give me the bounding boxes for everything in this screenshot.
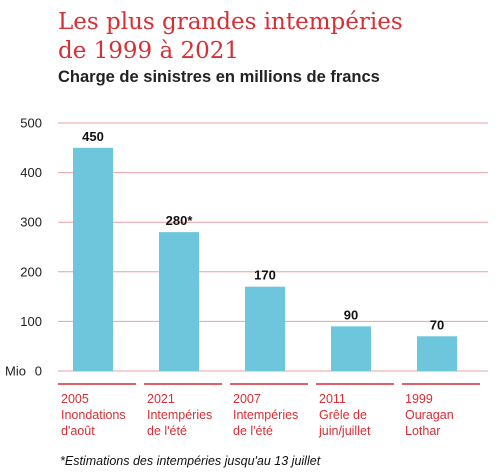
chart-title-line-1: Les plus grandes intempéries [58, 9, 403, 35]
data-label: 90 [344, 307, 358, 322]
y-axis-label: Mio [5, 364, 26, 379]
x-tick-label-line: Intempéries [233, 408, 299, 422]
x-tick-label-line: 2011 [319, 392, 346, 406]
bar [245, 286, 285, 371]
y-tick-label: 300 [20, 215, 42, 230]
data-label: 70 [430, 317, 444, 332]
y-tick-label: 0 [35, 364, 42, 379]
x-tick-label-line: Inondations [61, 408, 126, 422]
data-label: 170 [254, 268, 276, 283]
x-tick-label: 1999 Ouragan Lothar [405, 391, 485, 439]
x-tick-label-line: 1999 [405, 392, 433, 406]
data-label: 450 [82, 129, 104, 144]
x-tick-label-line: 2021 [147, 392, 175, 406]
x-tick-label-line: Ouragan [405, 408, 454, 422]
x-tick-label-line: Lothar [405, 424, 441, 438]
x-tick-label: 2007 Intempéries de l'été [233, 391, 313, 439]
bar [73, 147, 113, 371]
bar [331, 326, 371, 371]
bar [159, 232, 199, 371]
chart-subtitle: Charge de sinistres en millions de franc… [58, 68, 380, 86]
bar [417, 336, 457, 371]
x-tick-label-line: 2007 [233, 392, 261, 406]
x-tick-label: 2005 Inondations d'août [61, 391, 141, 439]
x-tick-label-line: de l'été [147, 424, 187, 438]
chart-title: Les plus grandes intempéries de 1999 à 2… [58, 8, 488, 66]
x-tick-label: 2021 Intempéries de l'été [147, 391, 227, 439]
footnote: *Estimations des intempéries jusqu'au 13… [60, 454, 321, 468]
x-tick-label-line: juin/juillet [319, 424, 371, 438]
x-tick-label-line: de l'été [233, 424, 273, 438]
y-tick-label: 100 [20, 314, 42, 329]
y-tick-label: 200 [20, 264, 42, 279]
y-tick-label: 400 [20, 165, 42, 180]
x-tick-label-line: Intempéries [147, 408, 213, 422]
data-label: 280* [166, 213, 194, 228]
x-tick-label-line: 2005 [61, 392, 89, 406]
x-tick-label-line: d'août [61, 424, 95, 438]
x-tick-label-line: Grêle de [319, 408, 367, 422]
chart-title-line-2: de 1999 à 2021 [58, 38, 240, 64]
y-tick-label: 500 [20, 116, 42, 131]
x-tick-label: 2011 Grêle de juin/juillet [319, 391, 399, 439]
